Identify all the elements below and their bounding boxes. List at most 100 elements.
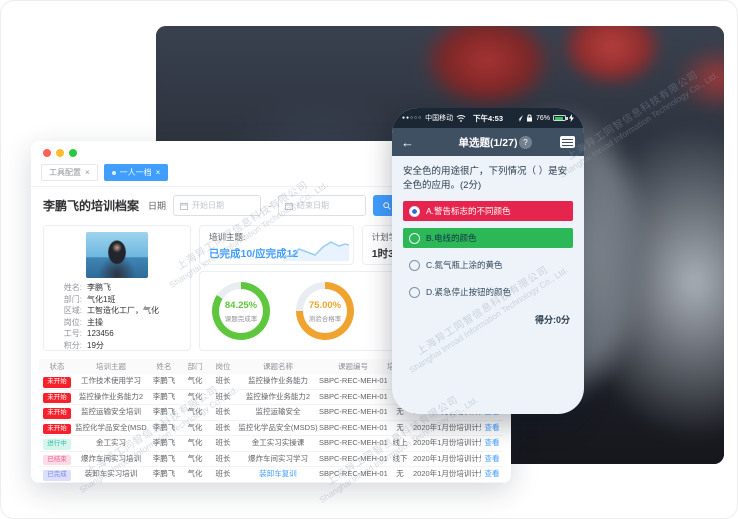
topic-progress-value: 已完成10/应完成12 <box>209 248 299 260</box>
cell-topic: 工作技术使用学习 <box>81 376 141 385</box>
cell-training-mode: 无 <box>396 407 404 416</box>
course-completion-donut: 84.25% 课题完成率 <box>212 282 270 340</box>
cell-name: 李鹏飞 <box>152 376 176 385</box>
cell-department: 气化 <box>187 407 203 416</box>
profile-field-value: 工智造化工厂，气化 <box>87 306 159 315</box>
employee-photo <box>86 232 148 278</box>
donut-percentage: 75.00% <box>308 299 342 311</box>
cell-training-mode: 无 <box>396 422 404 432</box>
cell-position: 班长 <box>215 438 231 447</box>
status-badge: 未开始 <box>43 392 71 403</box>
table-header-cell: 课题编号 <box>338 362 368 371</box>
cell-course-name: 监控操作业务能力2 <box>245 391 311 401</box>
cell-training-mode: 线下 <box>392 453 408 463</box>
donut-percentage: 84.25% <box>224 299 258 311</box>
table-header-cell: 培训主题 <box>96 362 126 371</box>
close-icon[interactable]: × <box>155 167 161 177</box>
table-header-cell: 姓名 <box>156 362 172 371</box>
answer-option[interactable]: D.紧急停止按钮的颜色 <box>403 282 573 302</box>
radio-icon <box>409 205 420 217</box>
radio-icon <box>409 286 420 298</box>
radio-icon <box>409 259 420 271</box>
start-date-input[interactable]: 开始日期 <box>173 195 262 216</box>
trend-sparkline <box>282 241 349 261</box>
cell-name: 李鹏飞 <box>152 453 176 463</box>
profile-field: 区域: 工智造化工厂，气化 <box>52 305 182 317</box>
cell-course-code: SBPC-REC-MEH-017 <box>319 407 387 416</box>
profile-field-value: 主操 <box>87 317 103 327</box>
end-date-input[interactable]: 结束日期 <box>278 195 367 216</box>
maximize-window-button[interactable] <box>69 149 77 157</box>
view-link[interactable]: 查看 <box>484 453 500 463</box>
battery-icon <box>553 115 568 121</box>
table-row[interactable]: 已完成 装卸车实习培训 李鹏飞 气化 班长 装卸车复训 SBPC-REC-MEH… <box>39 467 503 483</box>
table-row[interactable]: 已结束 爆炸车间实习培训 李鹏飞 气化 班长 爆炸车间实习学习 SBPC-REC… <box>39 452 503 467</box>
donut-label: 课题完成率 <box>224 315 258 323</box>
cell-department: 气化 <box>187 391 203 401</box>
cell-course-code: SBPC-REC-MEH-017 <box>319 391 387 401</box>
question-counter-title: 单选题(1/27) <box>458 136 518 149</box>
charging-icon <box>569 114 574 122</box>
tab-tool-config[interactable]: 工具配置 × <box>41 164 98 181</box>
date-label: 日期 <box>148 201 167 211</box>
answer-option[interactable]: C.氮气瓶上涂的黄色 <box>403 255 573 275</box>
active-tab-dot-icon <box>111 170 116 175</box>
quiz-pass-rate-donut: 75.00% 测验合格率 <box>296 282 354 340</box>
cell-course-name: 监控运输安全 <box>255 407 301 416</box>
view-link[interactable]: 查看 <box>484 438 500 447</box>
cell-topic: 金工实习 <box>96 438 126 447</box>
profile-field: 姓名: 李鹏飞 <box>52 282 182 294</box>
answer-option-label: A.警告标志的不同颜色 <box>426 206 511 216</box>
answer-option-label: D.紧急停止按钮的颜色 <box>426 287 512 297</box>
profile-field: 部门: 气化1班 <box>52 294 182 306</box>
cell-name: 李鹏飞 <box>152 438 176 447</box>
cell-course-name: 爆炸车间实习学习 <box>248 453 308 463</box>
cell-name: 李鹏飞 <box>152 407 176 416</box>
tab-label: 一人一档 <box>119 168 152 177</box>
wifi-icon <box>456 115 466 122</box>
cell-position: 班长 <box>215 422 231 432</box>
cell-department: 气化 <box>187 438 203 447</box>
tab-one-person-one-file[interactable]: 一人一档 × <box>103 164 169 181</box>
profile-field-value: 19分 <box>87 340 104 350</box>
cell-position: 班长 <box>215 453 231 463</box>
minimize-window-button[interactable] <box>56 149 64 157</box>
profile-field-label: 工号: <box>63 329 82 338</box>
view-link[interactable]: 查看 <box>484 422 500 432</box>
view-link[interactable]: 查看 <box>484 469 500 478</box>
cell-position: 班长 <box>215 407 231 416</box>
status-badge: 已结束 <box>43 454 71 465</box>
table-header-cell: 岗位 <box>215 362 231 371</box>
help-icon[interactable]: ? <box>519 135 532 149</box>
answer-sheet-icon[interactable] <box>560 136 575 148</box>
cell-department: 气化 <box>187 453 203 463</box>
cell-course-name: 监控操作业务能力 <box>248 376 308 385</box>
tab-bar: 工具配置 × 一人一档 × <box>31 161 511 187</box>
profile-field: 积分: 19分 <box>52 340 182 352</box>
cell-course-code: SBPC-REC-MEH-017 <box>319 453 387 463</box>
table-header-cell: 课题名称 <box>263 362 293 371</box>
cell-course-name[interactable]: 装卸车复训 <box>259 469 297 478</box>
page-title: 李鹏飞的培训档案 <box>43 199 140 213</box>
table-row[interactable]: 进行中 金工实习 李鹏飞 气化 班长 金工实习实操课 SBPC-REC-MEH-… <box>39 436 503 452</box>
cell-topic: 监控操作业务能力2 <box>78 391 144 401</box>
close-window-button[interactable] <box>43 149 51 157</box>
table-header-cell: 部门 <box>187 362 203 371</box>
table-row[interactable]: 未开始 监控化学品安全(MSDS) 李鹏飞 气化 班长 监控化学品安全(MSDS… <box>39 421 503 436</box>
cell-training-plan: 2020年1月份培训计划 <box>413 469 481 478</box>
back-button[interactable]: ← <box>401 134 414 150</box>
cell-training-mode: 无 <box>396 469 404 478</box>
employee-profile-card: 姓名: 李鹏飞 部门: 气化1班 区域: 工智造化工厂，气化 岗位: 主操 工号… <box>43 225 191 351</box>
cell-course-code: SBPC-REC-MEH-017 <box>319 438 387 447</box>
cell-topic: 爆炸车间实习培训 <box>81 453 141 463</box>
date-range-separator: - <box>268 200 272 211</box>
answer-option-label: C.氮气瓶上涂的黄色 <box>426 260 503 270</box>
answer-option[interactable]: B.电线的颜色 <box>403 228 573 248</box>
topic-label: 培训主题: <box>209 232 246 242</box>
signal-strength-icon: ●●○○○ <box>402 115 423 121</box>
close-icon[interactable]: × <box>85 167 90 177</box>
battery-percent-label: 76% <box>535 114 550 122</box>
cell-topic: 监控化学品安全(MSDS) <box>75 422 147 432</box>
answer-option[interactable]: A.警告标志的不同颜色 <box>403 201 573 221</box>
